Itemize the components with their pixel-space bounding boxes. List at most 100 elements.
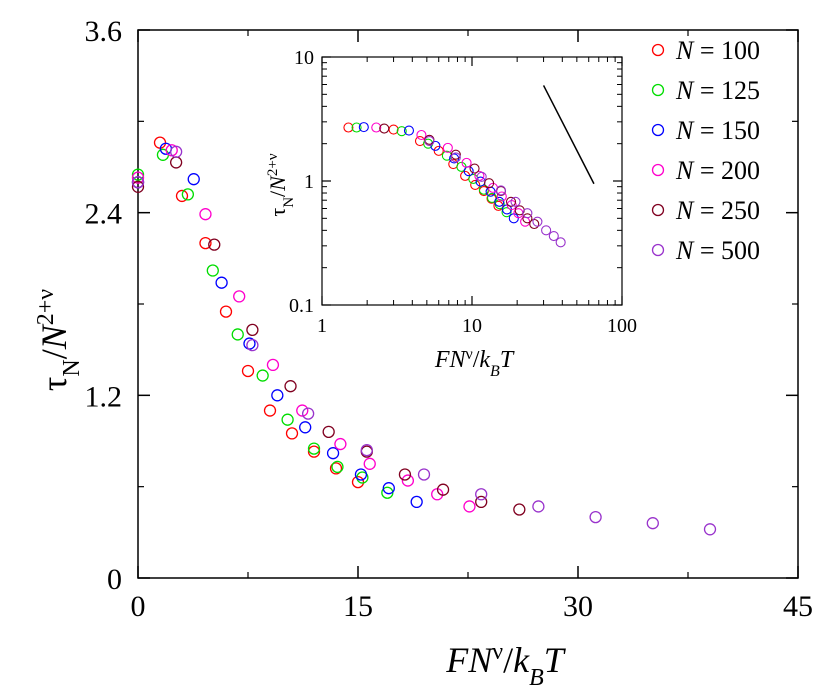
main-data-point: [187, 173, 200, 186]
main-data-point: [256, 369, 269, 382]
main-data-point: [285, 427, 299, 440]
inset-data-point: [532, 216, 543, 227]
main-data-point: [513, 503, 526, 516]
main-data-point: [131, 168, 145, 181]
main-data-point: [281, 413, 294, 426]
main-data-point: [181, 188, 195, 201]
legend: N = 100 N = 125 N = 150 N = 200 N = 250 N = 5…: [651, 36, 760, 265]
inset-data-point: [529, 218, 540, 230]
legend-label: N = 500: [675, 236, 760, 265]
main-data-point: [131, 171, 145, 184]
main-data-point: [206, 264, 219, 277]
inset-x-axis-title: FNν/kBT: [434, 346, 515, 380]
main-data-point: [360, 443, 373, 457]
main-data-point: [266, 358, 280, 372]
legend-marker: [651, 43, 665, 57]
main-data-point: [263, 404, 277, 417]
legend-marker: [651, 163, 665, 177]
main-data-point: [169, 145, 183, 158]
main-data-point: [246, 323, 259, 337]
main-data-point: [475, 495, 488, 509]
main-data-point: [175, 189, 189, 203]
inset-data-point: [522, 213, 533, 224]
inset-data-point: [433, 145, 444, 156]
inset-data-point: [351, 122, 362, 133]
inset-data-point: [379, 123, 390, 134]
inset-data-point: [470, 179, 481, 190]
main-data-point: [410, 495, 423, 509]
inset-x-tick-label: 1: [317, 315, 327, 337]
main-x-axis-title: FNν/kBT: [445, 639, 567, 687]
main-data-point: [241, 364, 255, 378]
inset-data-point: [424, 135, 435, 147]
main-data-point: [401, 474, 415, 487]
inset-data-point: [461, 157, 472, 168]
main-data-point: [382, 482, 395, 495]
main-data-point: [307, 442, 321, 455]
main-data-point: [398, 468, 412, 481]
inset-data-point: [484, 178, 495, 189]
legend-marker: [651, 243, 665, 257]
legend-label: N = 125: [675, 76, 760, 105]
main-data-point: [296, 404, 309, 417]
main-y-tick-label: 0: [107, 563, 122, 596]
main-x-tick-label: 15: [343, 590, 373, 623]
inset-data-point: [496, 191, 507, 202]
main-data-point: [589, 510, 602, 524]
main-data-point: [646, 517, 659, 530]
main-data-point: [231, 328, 244, 341]
main-data-point: [436, 483, 450, 496]
main-data-point: [417, 468, 431, 481]
main-data-point: [219, 305, 233, 318]
inset-y-tick-label: 0.1: [289, 295, 314, 317]
inset-data-point: [442, 142, 453, 153]
main-data-point: [284, 380, 297, 393]
legend-label: N = 150: [675, 116, 760, 145]
inset-data-point: [493, 200, 504, 211]
inset-y-tick-label: 1: [304, 171, 314, 193]
inset-data-point: [450, 149, 461, 160]
main-y-tick-label: 3.6: [85, 15, 123, 48]
inset-data-point: [371, 122, 382, 133]
inset-data-point: [476, 171, 487, 182]
inset-x-tick-label: 10: [462, 315, 482, 337]
main-x-tick-label: 0: [131, 590, 146, 623]
main-data-point: [329, 462, 343, 475]
main-data-point: [463, 500, 476, 513]
inset-data-point: [510, 196, 521, 207]
main-data-point: [271, 389, 284, 402]
inset-data-point: [469, 163, 480, 174]
main-data-point: [475, 488, 488, 501]
main-x-tick-label: 45: [783, 590, 813, 623]
inset-data-point: [522, 208, 533, 219]
main-data-point: [299, 421, 312, 434]
legend-marker: [651, 203, 665, 217]
inset-data-point: [450, 152, 461, 163]
main-data-point: [131, 176, 145, 189]
legend-label: N = 200: [675, 156, 760, 185]
inset-data-point: [541, 225, 552, 236]
legend-marker: [651, 123, 665, 137]
main-data-point: [233, 290, 246, 303]
inset-data-point: [358, 122, 369, 133]
main-data-point: [208, 238, 221, 251]
main-data-point: [532, 500, 545, 513]
main-data-point: [301, 407, 315, 420]
main-data-point: [354, 468, 368, 481]
main-data-point: [199, 208, 212, 221]
legend-label: N = 100: [675, 36, 760, 65]
main-data-point: [307, 445, 321, 458]
main-data-point: [703, 523, 717, 536]
inset-data-point: [423, 138, 434, 149]
main-data-point: [326, 447, 340, 460]
inset-data-point: [505, 196, 517, 207]
inset-data-point: [396, 126, 407, 137]
inset-data-points: [343, 122, 566, 248]
inset-data-point: [548, 230, 559, 242]
legend-marker: [651, 83, 665, 97]
inset-data-point: [343, 122, 354, 133]
main-data-point: [215, 276, 228, 289]
main-data-point: [363, 457, 376, 470]
